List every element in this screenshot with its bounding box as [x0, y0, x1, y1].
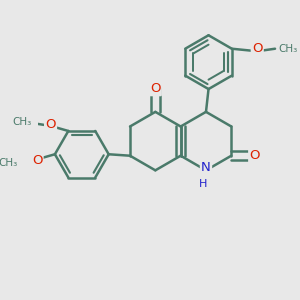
Text: O: O: [150, 82, 160, 95]
Text: O: O: [252, 42, 262, 55]
Text: O: O: [249, 149, 260, 162]
Text: H: H: [199, 179, 208, 189]
Text: O: O: [45, 118, 56, 131]
Text: CH₃: CH₃: [0, 158, 18, 168]
Text: N: N: [201, 161, 211, 174]
Text: O: O: [32, 154, 42, 167]
Text: CH₃: CH₃: [279, 44, 298, 54]
Text: CH₃: CH₃: [12, 117, 32, 127]
